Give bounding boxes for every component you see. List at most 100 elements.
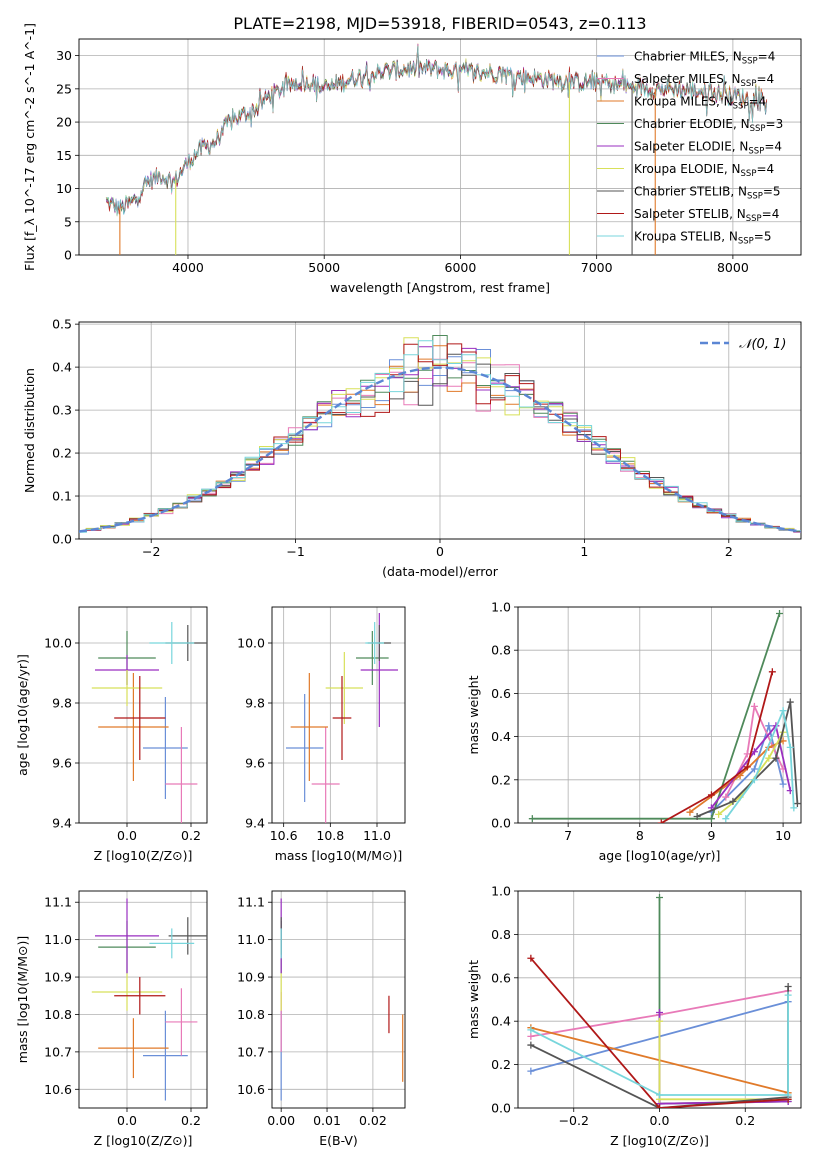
y-tick-label: 10.7 — [237, 1044, 265, 1059]
legend-subscript: SSP — [746, 214, 762, 224]
y-tick-label: 0.3 — [52, 403, 72, 418]
y-tick-label: 0.6 — [491, 970, 511, 985]
y-tick-label: 10.0 — [237, 636, 265, 651]
legend-label: Chabrier ELODIE, NSSP=3 — [634, 117, 783, 134]
legend-value: =5 — [763, 185, 781, 199]
x-axis-label: wavelength [Angstrom, rest frame] — [330, 280, 550, 295]
x-tick-label: 10 — [775, 828, 791, 843]
x-axis-label: age [log10(age/yr)] — [599, 848, 721, 863]
legend-label: Salpeter ELODIE, NSSP=4 — [634, 140, 782, 157]
legend-label: Chabrier STELIB, NSSP=5 — [634, 185, 781, 202]
y-tick-label: 0.8 — [491, 643, 511, 658]
x-tick-label: 0.0 — [650, 1113, 670, 1128]
y-tick-label: 11.1 — [44, 895, 72, 910]
weight-marker — [743, 763, 751, 771]
y-tick-label: 10.0 — [44, 636, 72, 651]
y-tick-label: 0.0 — [491, 816, 511, 831]
weight-marker — [527, 1032, 535, 1040]
weight-marker — [715, 810, 723, 818]
weight-series — [660, 671, 774, 823]
x-tick-label: 8 — [636, 828, 644, 843]
x-tick-label: 0.2 — [181, 1113, 201, 1128]
y-tick-label: 25 — [56, 81, 72, 96]
y-tick-label: 0.4 — [491, 1014, 511, 1029]
legend-value: =5 — [754, 230, 772, 244]
histogram-series — [79, 353, 801, 533]
y-tick-label: 10.8 — [44, 1007, 72, 1022]
x-axis-label: (data-model)/error — [382, 564, 499, 579]
y-tick-label: 0.4 — [491, 729, 511, 744]
mass-weight-vs-age-lines — [528, 609, 801, 823]
legend-value: =4 — [756, 72, 774, 86]
y-tick-label: 11.0 — [44, 932, 72, 947]
plot-frame — [78, 38, 802, 256]
weight-marker — [657, 819, 665, 823]
histograms — [79, 335, 801, 533]
y-tick-label: 1.0 — [491, 600, 511, 615]
plot-frame — [78, 321, 802, 540]
legend-subscript: SSP — [733, 102, 749, 112]
mass-vs-ebv-axes: 0.00 0.01 0.02 10.6 10.7 10.8 10.9 11.0 11.1 E(B-… — [237, 890, 406, 1148]
x-tick-label: −0.2 — [559, 1113, 589, 1128]
y-tick-label: 0.2 — [52, 446, 72, 461]
residuals-axes: −2 −1 0 1 2 0.0 0.1 0.2 0.3 0.4 0.5 (data-model)/er… — [22, 317, 802, 579]
y-tick-label: 10.8 — [237, 1007, 265, 1022]
y-tick-label: 30 — [56, 48, 72, 63]
x-tick-label: 10.6 — [270, 828, 298, 843]
y-tick-label: 0.6 — [491, 686, 511, 701]
weight-marker — [765, 722, 773, 730]
mass-vs-ebv-points — [280, 898, 404, 1101]
y-tick-label: 9.8 — [245, 696, 265, 711]
y-tick-label: 9.6 — [245, 756, 265, 771]
legend-subscript: SSP — [741, 79, 757, 89]
x-tick-label: 7000 — [581, 260, 613, 275]
x-tick-label: 0 — [436, 544, 444, 559]
y-axis-label: Flux [f_λ 10^-17 erg cm^-2 s^-1 A^-1] — [22, 23, 37, 271]
y-tick-label: 0.5 — [52, 317, 72, 332]
weight-marker — [527, 954, 535, 962]
y-tick-label: 0.8 — [491, 927, 511, 942]
legend-label: 𝒩(0, 1) — [739, 337, 786, 352]
weight-marker — [765, 754, 773, 762]
y-tick-label: 0.0 — [491, 1101, 511, 1116]
y-tick-label: 1.0 — [491, 884, 511, 899]
y-tick-label: 9.4 — [52, 816, 72, 831]
weight-marker — [750, 702, 758, 710]
legend-value: =4 — [762, 207, 780, 221]
weight-marker — [656, 894, 663, 902]
x-tick-label: 5000 — [308, 260, 340, 275]
x-axis-label: Z [log10(Z/Z⊙)] — [610, 1133, 709, 1148]
weight-marker — [750, 765, 758, 773]
weight-marker — [722, 793, 730, 801]
age-vs-Z-points — [91, 622, 207, 823]
y-tick-label: 20 — [56, 115, 72, 130]
y-tick-label: 10.9 — [44, 970, 72, 985]
mass-vs-Z-points — [91, 898, 207, 1101]
mass-vs-Z-axes: 0.0 0.2 10.6 10.7 10.8 10.9 11.0 11.1 Z [log10(Z… — [15, 890, 208, 1148]
weight-marker — [743, 750, 751, 758]
legend-subscript: SSP — [747, 192, 763, 202]
weight-marker — [776, 609, 784, 617]
legend-label: Chabrier MILES, NSSP=4 — [634, 50, 775, 67]
weight-marker — [656, 1091, 663, 1099]
plot-frame — [271, 606, 406, 824]
y-axis-label: mass weight — [466, 960, 481, 1039]
y-tick-label: 9.6 — [52, 756, 72, 771]
weight-series — [710, 723, 792, 809]
y-tick-label: 0.1 — [52, 489, 72, 504]
y-tick-label: 10 — [56, 181, 72, 196]
legend-subscript: SSP — [748, 147, 764, 157]
weight-marker — [707, 815, 715, 823]
spectrum-series — [105, 46, 768, 216]
plot-frame — [271, 890, 406, 1109]
residual-legend: 𝒩(0, 1) — [700, 337, 786, 352]
weight-marker — [784, 982, 792, 990]
weight-marker — [768, 668, 776, 676]
weight-marker — [656, 1104, 663, 1108]
legend-value: =4 — [758, 50, 776, 64]
mass-weight-vs-Z-axes: −0.2 0.0 0.2 0.0 0.2 0.4 0.6 0.8 1.0 Z [log10(Z/Z… — [466, 884, 802, 1148]
weight-series — [658, 897, 789, 1105]
y-axis-label: mass weight — [466, 675, 481, 754]
x-tick-label: 2 — [725, 544, 733, 559]
